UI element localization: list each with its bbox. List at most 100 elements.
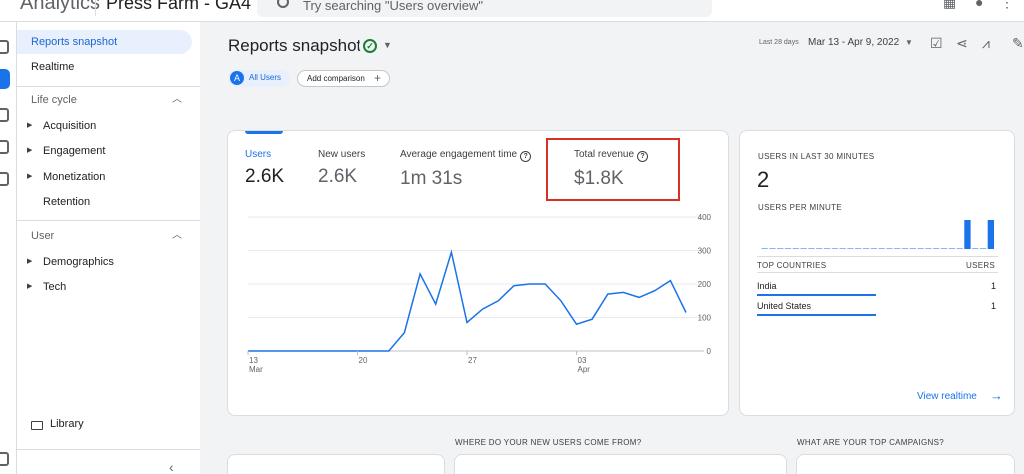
chevron-down-icon: ▼ xyxy=(905,38,913,47)
nav-item-library[interactable]: Library xyxy=(50,418,84,430)
nav-item-monetization[interactable]: ▶ Monetization xyxy=(17,165,105,189)
campaigns-section-title: WHAT ARE YOUR TOP CAMPAIGNS? xyxy=(797,438,944,447)
x-tick-label: 27 xyxy=(468,356,477,365)
y-tick-label: 200 xyxy=(698,280,712,289)
new-users-card xyxy=(454,454,787,474)
y-tick-label: 300 xyxy=(698,247,712,256)
metric-value: 2.6K xyxy=(318,166,358,187)
collapse-nav-icon[interactable]: ‹ xyxy=(169,459,174,474)
customize-pencil-icon[interactable]: ✎ xyxy=(1012,35,1024,51)
minute-bar xyxy=(987,220,994,249)
apps-grid-icon[interactable]: ▦ xyxy=(943,0,957,10)
edit-report-icon[interactable]: ☑ xyxy=(930,35,943,51)
minute-bar xyxy=(894,248,901,249)
country-users: 1 xyxy=(991,301,997,311)
help-icon[interactable]: ? xyxy=(520,151,532,162)
nav-item-label: Acquisition xyxy=(43,120,97,132)
minute-bar xyxy=(917,248,924,249)
nav-item-demographics[interactable]: ▶ Demographics xyxy=(17,250,114,274)
property-selector[interactable]: Press Farm - GA4▼ xyxy=(106,0,265,14)
add-comparison-button[interactable]: Add comparison + xyxy=(297,70,390,87)
help-icon[interactable]: ● xyxy=(975,0,984,10)
insights-icon[interactable]: ⩘ xyxy=(982,35,990,51)
minute-bar xyxy=(823,248,831,249)
minute-bar xyxy=(761,248,768,249)
segment-badge: A xyxy=(230,71,244,85)
nav-item-label: Engagement xyxy=(43,145,106,157)
minute-bar xyxy=(777,248,784,249)
nav-section-label: User xyxy=(31,230,55,242)
metric-label: Total revenue xyxy=(574,149,635,160)
comparison-chip-all-users[interactable]: A All Users xyxy=(228,70,290,87)
search-placeholder: Try searching "Users overview" xyxy=(303,0,483,13)
chevron-up-icon: ︿ xyxy=(172,230,182,241)
view-realtime-link[interactable]: View realtime xyxy=(917,391,977,402)
country-bar xyxy=(757,314,876,316)
series-line xyxy=(248,249,687,352)
expand-arrow-icon: ▶ xyxy=(27,147,33,154)
minute-bar xyxy=(784,248,792,249)
reports-icon[interactable] xyxy=(0,69,10,89)
expand-arrow-icon: ▶ xyxy=(27,258,33,265)
metric-label: New users xyxy=(318,149,366,160)
nav-section-life-cycle[interactable]: Life cycle ︿ xyxy=(17,88,192,112)
nav-item-label: Tech xyxy=(43,281,67,293)
country-name: India xyxy=(757,281,777,291)
comparison-chip-label: All Users xyxy=(249,73,282,82)
search-input[interactable]: Try searching "Users overview" xyxy=(257,0,712,17)
more-vert-icon[interactable]: ⋮ xyxy=(1000,0,1014,10)
metric-label: Users xyxy=(245,149,272,160)
date-range-label: Last 28 days xyxy=(759,39,799,46)
add-comparison-label: Add comparison xyxy=(307,74,365,83)
x-tick-label: 20 xyxy=(359,356,368,365)
top-bar: Analytics Press Farm - GA4▼ Try searchin… xyxy=(0,0,1024,22)
configure-icon[interactable] xyxy=(0,172,9,186)
expand-arrow-icon: ▶ xyxy=(27,122,33,129)
x-tick-month: Mar xyxy=(249,365,263,374)
share-icon[interactable]: ⋖ xyxy=(956,35,968,51)
folder-icon xyxy=(31,421,43,430)
minute-bar xyxy=(972,248,979,249)
header-divider xyxy=(95,0,96,16)
top-countries-header: TOP COUNTRIES xyxy=(757,261,827,270)
advertising-icon[interactable] xyxy=(0,140,9,154)
app-name: Analytics xyxy=(20,0,101,14)
x-tick-label: 13 xyxy=(249,356,258,365)
minute-bar xyxy=(909,248,916,249)
arrow-right-icon[interactable]: → xyxy=(990,388,1003,403)
nav-item-reports-snapshot[interactable]: Reports snapshot xyxy=(17,30,192,54)
minute-bar xyxy=(862,248,870,249)
metric-tab-total-revenue[interactable]: Total revenue? $1.8K xyxy=(574,149,649,190)
report-status-button[interactable]: ✓ ▼ xyxy=(359,36,399,56)
home-icon[interactable] xyxy=(0,40,9,54)
minute-bar xyxy=(831,248,838,249)
property-name: Press Farm - GA4 xyxy=(106,0,252,13)
minute-bar xyxy=(948,248,955,249)
minute-bar xyxy=(855,248,862,249)
page-title: Reports snapshot xyxy=(228,36,362,55)
minute-bar xyxy=(870,248,877,249)
y-tick-label: 0 xyxy=(707,347,712,356)
nav-item-retention[interactable]: Retention xyxy=(17,190,90,214)
minute-bar xyxy=(886,248,893,249)
metric-tab-users[interactable]: Users 2.6K xyxy=(245,149,284,188)
help-icon[interactable]: ? xyxy=(637,151,649,162)
check-circle-icon: ✓ xyxy=(363,39,377,53)
x-tick-month: Apr xyxy=(578,365,591,374)
users-column-header: USERS xyxy=(966,261,996,270)
nav-section-user[interactable]: User ︿ xyxy=(17,224,192,248)
active-metric-indicator xyxy=(245,131,283,134)
settings-icon[interactable] xyxy=(0,452,9,466)
metric-tab-avg-engagement[interactable]: Average engagement time? 1m 31s xyxy=(400,149,532,190)
nav-item-acquisition[interactable]: ▶ Acquisition xyxy=(17,114,96,138)
bottom-card xyxy=(227,454,445,474)
minute-bar xyxy=(816,248,823,249)
date-range-value: Mar 13 - Apr 9, 2022 xyxy=(808,37,900,48)
metrics-overview-card: Users 2.6K New users 2.6K Average engage… xyxy=(227,130,729,416)
nav-item-realtime[interactable]: Realtime xyxy=(31,61,75,73)
metric-tab-new-users[interactable]: New users 2.6K xyxy=(318,149,365,188)
nav-item-engagement[interactable]: ▶ Engagement xyxy=(17,139,105,163)
nav-item-tech[interactable]: ▶ Tech xyxy=(17,275,66,299)
explore-icon[interactable] xyxy=(0,108,9,122)
